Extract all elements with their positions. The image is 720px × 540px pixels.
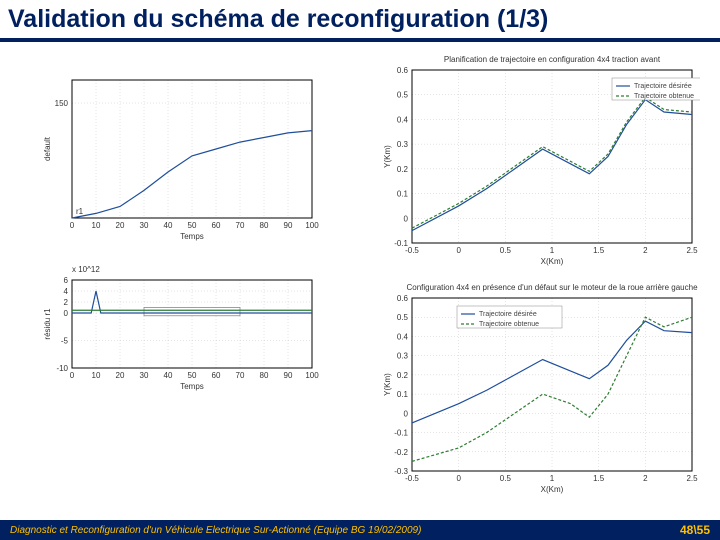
svg-text:1.5: 1.5 [593,474,605,483]
svg-text:Trajectoire obtenue: Trajectoire obtenue [634,93,694,100]
svg-text:0.1: 0.1 [397,390,409,399]
footer-text: Diagnostic et Reconfiguration d'un Véhic… [10,525,421,536]
svg-text:0.5: 0.5 [397,313,409,322]
svg-text:-10: -10 [56,364,68,373]
svg-text:0.2: 0.2 [397,165,409,174]
svg-text:1: 1 [550,246,555,255]
svg-text:0.3: 0.3 [397,140,409,149]
svg-text:0: 0 [404,214,409,223]
page-number: 48\55 [680,523,710,537]
svg-text:0.4: 0.4 [397,115,409,124]
svg-text:90: 90 [284,221,293,230]
svg-text:0.1: 0.1 [397,190,409,199]
svg-text:X(Km): X(Km) [541,485,564,494]
svg-text:2: 2 [643,474,648,483]
chart-top-right: -0.500.511.522.5-0.100.10.20.30.40.50.6P… [380,52,700,267]
svg-text:0: 0 [456,474,461,483]
chart-bottom-left: 0 10 20 30 40 50 60 70 80 90 100 -10 -5 0 2 4 6x 10^12 Te… [40,262,320,392]
svg-text:20: 20 [116,221,125,230]
svg-text:100: 100 [305,221,319,230]
svg-text:-0.3: -0.3 [394,467,408,476]
svg-text:Planification de trajectoire e: Planification de trajectoire en configur… [444,55,661,64]
svg-text:0.6: 0.6 [397,66,409,75]
svg-text:20: 20 [116,371,125,380]
svg-text:80: 80 [260,371,269,380]
svg-text:0.3: 0.3 [397,352,409,361]
svg-text:150: 150 [55,99,69,108]
svg-text:10: 10 [92,221,101,230]
svg-text:0: 0 [64,309,69,318]
svg-text:résidu r1: résidu r1 [43,308,52,340]
svg-text:1: 1 [550,474,555,483]
svg-text:0.5: 0.5 [500,474,512,483]
svg-text:50: 50 [188,371,197,380]
svg-text:0.5: 0.5 [500,246,512,255]
svg-text:0: 0 [456,246,461,255]
svg-text:10: 10 [92,371,101,380]
svg-text:0.5: 0.5 [397,91,409,100]
svg-text:0: 0 [70,221,75,230]
svg-text:-0.1: -0.1 [394,239,408,248]
svg-text:6: 6 [64,276,69,285]
svg-text:Trajectoire obtenue: Trajectoire obtenue [479,321,539,328]
svg-text:40: 40 [164,371,173,380]
content-area: 0102030405060708090100150Tempsdefaultr1 … [0,42,720,520]
slide-title: Validation du schéma de reconfiguration … [8,5,548,34]
svg-text:Configuration 4x4 en présence: Configuration 4x4 en présence d'un défau… [406,283,698,292]
svg-text:-5: -5 [61,337,69,346]
svg-text:2.5: 2.5 [686,474,698,483]
svg-text:-0.1: -0.1 [394,429,408,438]
svg-text:0.2: 0.2 [397,371,409,380]
svg-text:70: 70 [236,371,245,380]
svg-text:default: default [43,136,52,161]
svg-text:50: 50 [188,221,197,230]
svg-text:Trajectoire désirée: Trajectoire désirée [634,83,692,90]
title-bar: Validation du schéma de reconfiguration … [0,0,720,42]
svg-text:4: 4 [64,287,69,296]
svg-text:70: 70 [236,221,245,230]
svg-text:Y(Km): Y(Km) [383,145,392,168]
svg-text:-0.2: -0.2 [394,448,408,457]
svg-text:90: 90 [284,371,293,380]
svg-text:Temps: Temps [180,382,204,391]
svg-text:60: 60 [212,371,221,380]
svg-text:0.4: 0.4 [397,332,409,341]
svg-text:0.6: 0.6 [397,294,409,303]
svg-text:X(Km): X(Km) [541,257,564,266]
svg-text:Y(Km): Y(Km) [383,373,392,396]
svg-text:2.5: 2.5 [686,246,698,255]
svg-text:2: 2 [643,246,648,255]
svg-text:60: 60 [212,221,221,230]
chart-top-left: 0 10 20 30 40 50 60 70 80 90 100 150 Temps default r1 [40,62,320,242]
svg-text:1.5: 1.5 [593,246,605,255]
svg-text:r1: r1 [76,207,84,216]
svg-text:30: 30 [140,371,149,380]
footer-bar: Diagnostic et Reconfiguration d'un Véhic… [0,520,720,540]
svg-text:Trajectoire désirée: Trajectoire désirée [479,311,537,318]
svg-text:0: 0 [404,409,409,418]
svg-text:40: 40 [164,221,173,230]
svg-text:100: 100 [305,371,319,380]
svg-text:2: 2 [64,298,69,307]
svg-text:0: 0 [70,371,75,380]
chart-bottom-right: -0.500.511.522.5-0.3-0.2-0.100.10.20.30.… [380,280,700,495]
svg-text:30: 30 [140,221,149,230]
svg-text:x 10^12: x 10^12 [72,265,100,274]
svg-text:80: 80 [260,221,269,230]
svg-text:Temps: Temps [180,232,204,241]
